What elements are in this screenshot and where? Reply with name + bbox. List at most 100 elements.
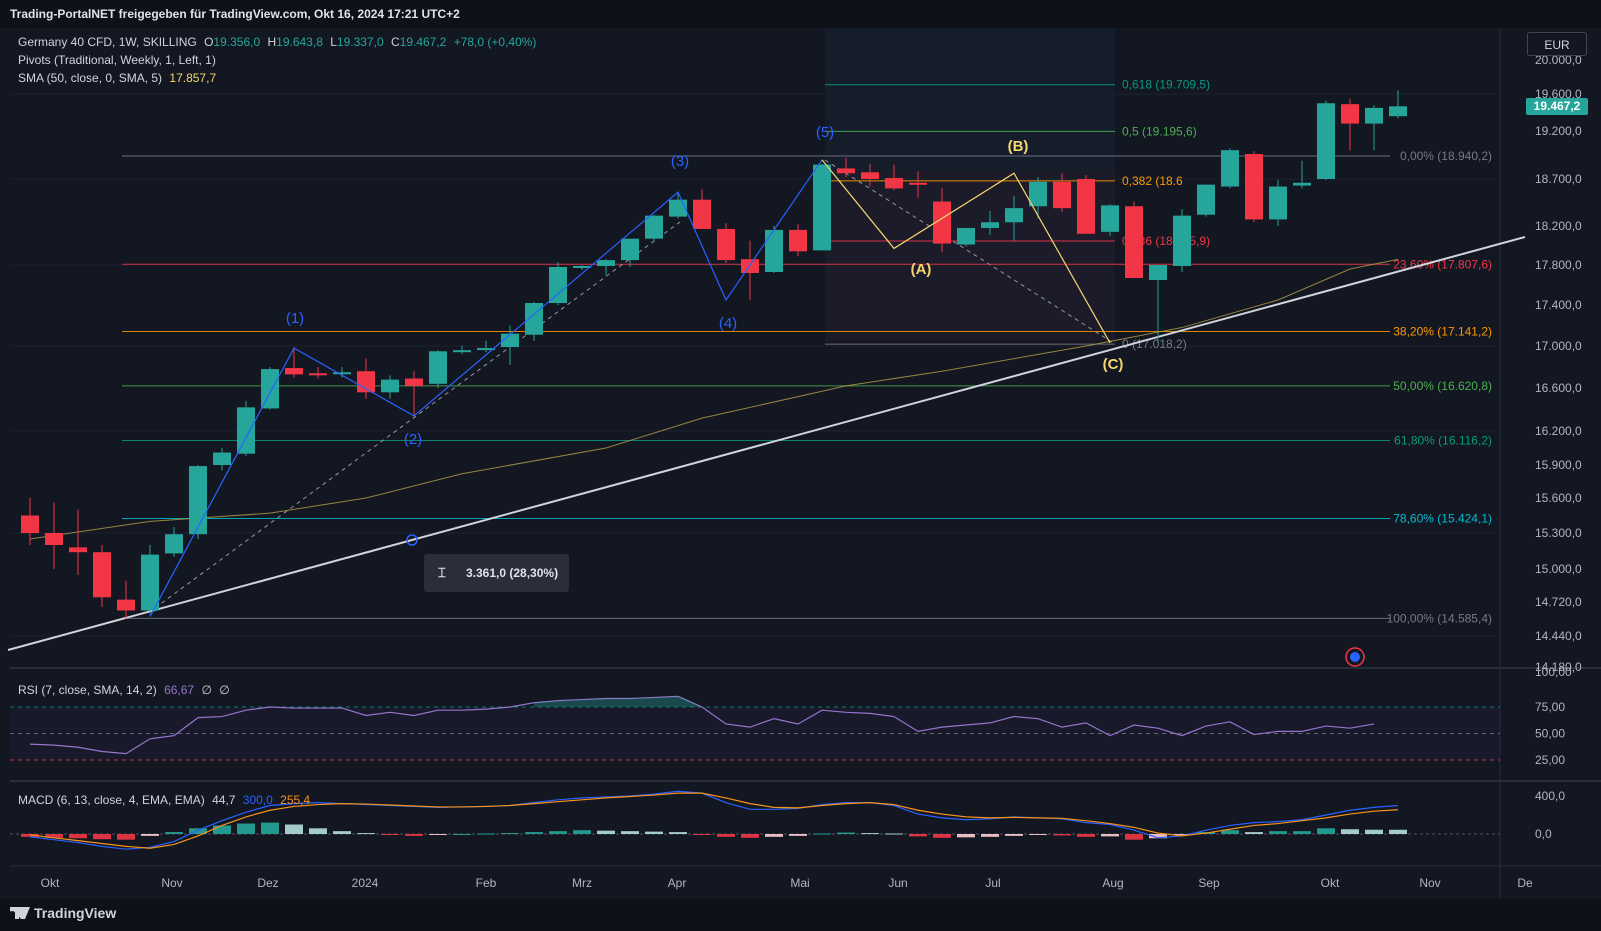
macd-histogram-value: 44,7 xyxy=(212,793,236,807)
candle-body xyxy=(1197,184,1215,215)
grid xyxy=(10,93,1500,637)
candle-body xyxy=(261,369,279,409)
candle-body xyxy=(861,172,879,179)
high-label: H xyxy=(267,35,277,49)
macd-histogram-bar xyxy=(429,834,447,835)
candle-body xyxy=(477,348,495,351)
rsi-tick-label: 25,00 xyxy=(1535,753,1565,767)
price-tick-label: 18.700,0 xyxy=(1535,172,1582,186)
sma-legend[interactable]: SMA (50, close, 0, SMA, 5) 17.857,7 xyxy=(18,71,220,85)
macd-histogram-bar xyxy=(885,833,903,835)
macd-histogram-bar xyxy=(261,822,279,834)
pivots-legend[interactable]: Pivots (Traditional, Weekly, 1, Left, 1) xyxy=(18,53,220,67)
candle-body xyxy=(405,378,423,386)
price-tick-label: 14.180,0 xyxy=(1535,660,1582,674)
macd-histogram-bar xyxy=(645,831,663,834)
price-tick-label: 15.300,0 xyxy=(1535,526,1582,540)
trendlines[interactable] xyxy=(7,159,1526,651)
candle-body xyxy=(1053,181,1071,209)
macd-histogram-bar xyxy=(453,834,471,835)
last-price-tag: 19.467,2 xyxy=(1526,98,1588,115)
candle-body xyxy=(381,379,399,393)
tradingview-logo[interactable]: TradingView xyxy=(10,905,116,921)
macd-histogram-bar xyxy=(309,828,327,834)
candle-body xyxy=(933,201,951,244)
rsi-pane: 100,00 75,00 50,00 25,00 xyxy=(10,665,1572,767)
open-value: 19.356,0 xyxy=(213,35,261,49)
wave-label: (1) xyxy=(286,310,304,327)
rsi-extra-2: ∅ xyxy=(219,683,230,697)
price-tick-label: 15.900,0 xyxy=(1535,458,1582,472)
candle-body xyxy=(357,371,375,393)
candle-body xyxy=(45,533,63,545)
rsi-legend[interactable]: RSI (7, close, SMA, 14, 2) 66,67 ∅ ∅ xyxy=(18,683,234,697)
macd-legend[interactable]: MACD (6, 13, close, 4, EMA, EMA) 44,7 30… xyxy=(18,793,314,807)
rsi-tick-label: 75,00 xyxy=(1535,700,1565,714)
alert-icon[interactable] xyxy=(1345,647,1365,667)
time-tick-label: Jun xyxy=(888,876,907,890)
candle-body xyxy=(909,182,927,185)
macd-histogram-bar xyxy=(765,834,783,837)
candle-body xyxy=(957,227,975,245)
macd-histogram-bar xyxy=(741,834,759,838)
elliott-waves[interactable]: (1) (2) (3) (4) (5) (A) (B) (C) xyxy=(149,124,1123,617)
brand-name: TradingView xyxy=(34,905,117,921)
price-tick-label: 16.200,0 xyxy=(1535,424,1582,438)
candle-body xyxy=(237,407,255,454)
macd-histogram-bar xyxy=(45,834,63,838)
macd-indicator-name[interactable]: MACD (6, 13, close, 4, EMA, EMA) xyxy=(18,793,205,807)
currency-button[interactable]: EUR xyxy=(1527,32,1587,56)
macd-histogram-bar xyxy=(213,825,231,834)
macd-histogram-bar xyxy=(813,833,831,835)
macd-histogram-bar xyxy=(957,834,975,838)
candle-body xyxy=(1293,182,1311,186)
price-tick-label: 15.000,0 xyxy=(1535,562,1582,576)
time-tick-label: Okt xyxy=(41,876,60,890)
candle-body xyxy=(981,222,999,228)
candle-body xyxy=(1389,106,1407,117)
macd-histogram-bar xyxy=(69,834,87,839)
macd-histogram-bar xyxy=(381,834,399,835)
close-value: 19.467,2 xyxy=(399,35,447,49)
main-legend[interactable]: Germany 40 CFD, 1W, SKILLING O19.356,0 H… xyxy=(18,35,540,49)
macd-histogram-bar xyxy=(1125,834,1143,840)
macd-histogram-bar xyxy=(693,834,711,835)
macd-tick-label: 0,0 xyxy=(1535,827,1552,841)
sma-50-line xyxy=(29,258,1399,540)
macd-histogram-bar xyxy=(93,834,111,840)
candle-body xyxy=(717,228,735,261)
candle-body xyxy=(1221,150,1239,187)
candle-body xyxy=(621,238,639,261)
candle-body xyxy=(549,267,567,303)
wave-channel-line xyxy=(154,221,681,609)
candle-body xyxy=(429,351,447,384)
candle-body xyxy=(1245,154,1263,220)
candle-body xyxy=(1173,215,1191,266)
fib-retracement-label: 0,00% (18.940,2) xyxy=(1400,149,1492,163)
candle-body xyxy=(189,466,207,535)
time-tick-label: Jul xyxy=(985,876,1000,890)
price-tick-label: 17.400,0 xyxy=(1535,298,1582,312)
rsi-indicator-name[interactable]: RSI (7, close, SMA, 14, 2) xyxy=(18,683,157,697)
candle-body xyxy=(645,215,663,239)
trendline-anchor-handle[interactable] xyxy=(406,534,418,546)
symbol-name[interactable]: Germany 40 CFD, 1W, SKILLING xyxy=(18,35,197,49)
sma-indicator-name[interactable]: SMA (50, close, 0, SMA, 5) xyxy=(18,71,163,85)
fib-retracement-label: 78,60% (15.424,1) xyxy=(1393,512,1492,526)
pivots-indicator-name[interactable]: Pivots (Traditional, Weekly, 1, Left, 1) xyxy=(18,53,216,67)
price-axis[interactable]: 20.000,0 19.600,0 19.200,0 18.700,0 18.200,0… xyxy=(1535,53,1582,674)
low-value: 19.337,0 xyxy=(336,35,384,49)
candle-body xyxy=(1101,205,1119,232)
fib-extension-label: 0,618 (19.709,5) xyxy=(1122,78,1210,92)
support-trendline xyxy=(7,236,1526,651)
candle-body xyxy=(1365,107,1383,124)
time-axis[interactable]: Okt Nov Dez 2024 Feb Mrz Apr Mai Jun Jul Aug Sep Okt… xyxy=(41,876,1533,890)
macd-histogram-bar xyxy=(861,833,879,835)
candle-body xyxy=(309,373,327,376)
fib-retracement-label: 100,00% (14.585,4) xyxy=(1387,611,1492,625)
macd-histogram-bar xyxy=(357,833,375,835)
fib-retracement-label: 38,20% (17.141,2) xyxy=(1393,325,1492,339)
candle-body xyxy=(501,333,519,348)
tradingview-logo-icon xyxy=(10,907,30,919)
